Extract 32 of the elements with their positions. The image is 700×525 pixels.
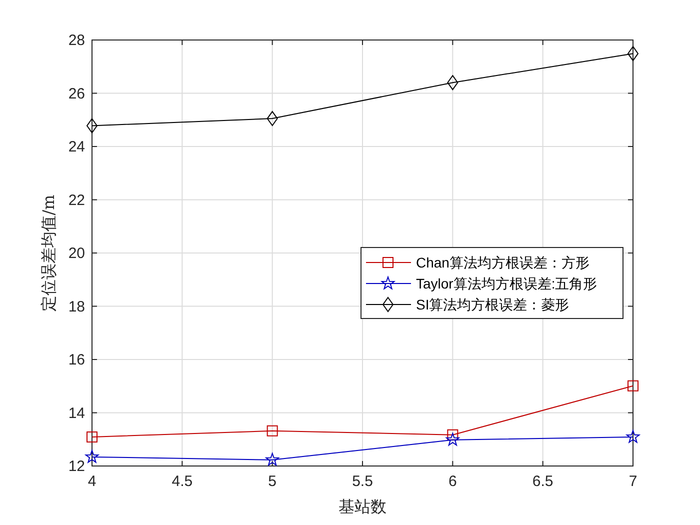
x-tick-label: 5 (268, 473, 277, 490)
x-tick-label: 5.5 (352, 473, 373, 490)
x-tick-label: 6.5 (532, 473, 554, 490)
y-tick-label: 20 (68, 245, 85, 262)
point (628, 46, 638, 62)
y-tick-label: 22 (68, 192, 85, 209)
point (447, 75, 458, 90)
x-tick-label: 6 (448, 473, 457, 490)
legend-label: Taylor算法均方根误差:五角形 (416, 276, 598, 292)
point (266, 425, 278, 436)
y-axis-title: 定位误差均值/m (39, 194, 58, 312)
legend-label: SI算法均方根误差：菱形 (416, 296, 570, 312)
y-tick-label: 16 (68, 352, 85, 368)
legend-label: Chan算法均方根误差：方形 (416, 254, 590, 270)
point (628, 380, 638, 392)
y-tick-label: 26 (68, 85, 85, 102)
y-tick-label: 18 (68, 298, 85, 316)
point (626, 430, 640, 443)
x-axis-title: 基站数 (338, 497, 386, 516)
point (266, 111, 278, 126)
y-tick-label: 28 (68, 32, 85, 49)
point (86, 118, 98, 134)
point (446, 432, 460, 446)
y-tick-label: 14 (68, 404, 85, 422)
y-tick-label: 24 (68, 138, 85, 156)
point (85, 450, 99, 463)
x-tick-label: 4.5 (172, 473, 193, 490)
x-tick-label: 7 (628, 473, 638, 490)
point (266, 452, 280, 466)
x-tick-label: 4 (88, 473, 96, 490)
point (86, 431, 98, 442)
y-tick-label: 12 (68, 458, 85, 475)
